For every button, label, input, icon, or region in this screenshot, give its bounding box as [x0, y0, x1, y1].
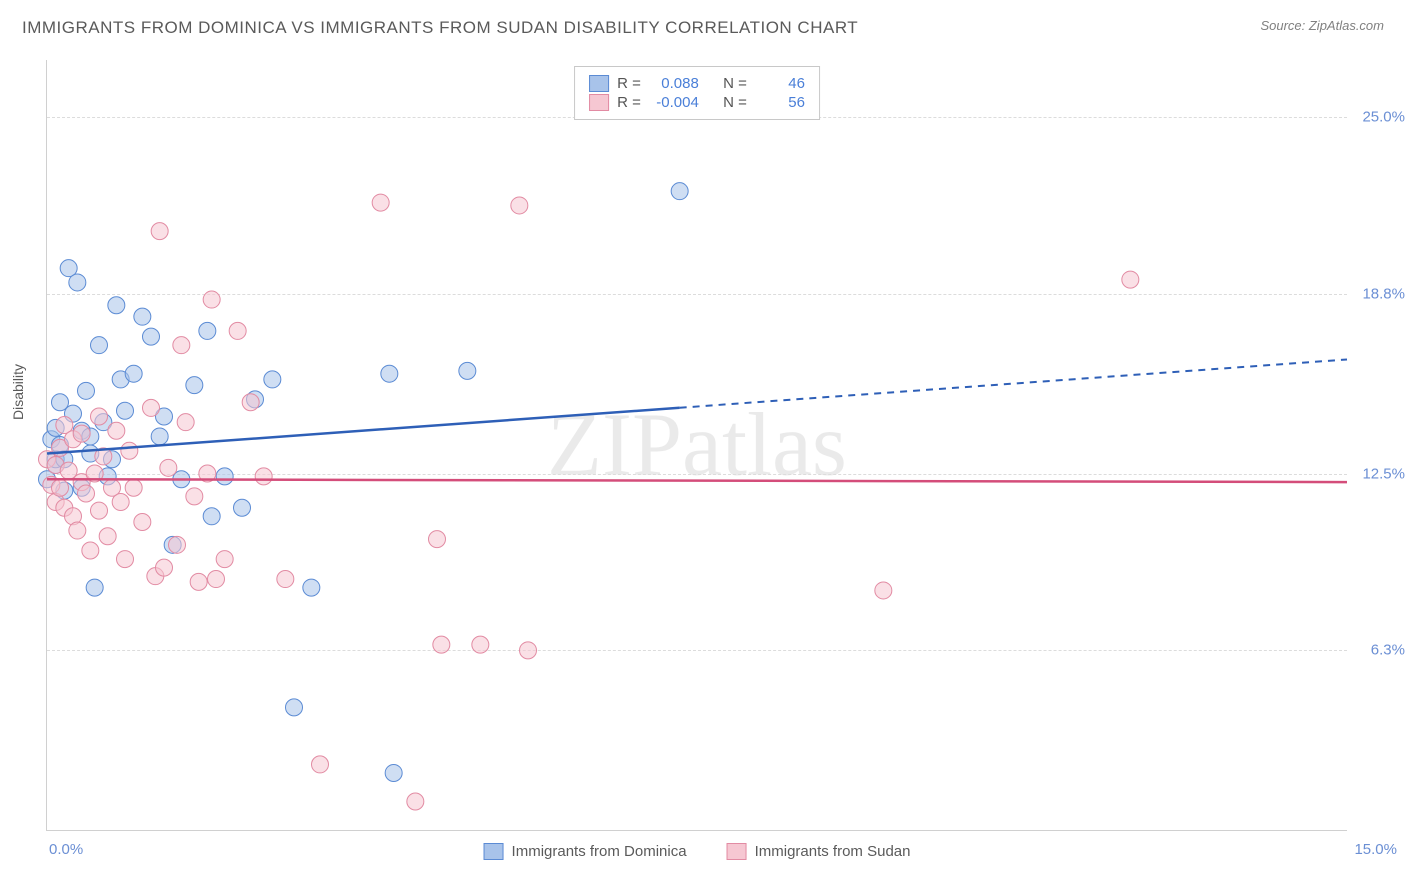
source-value: ZipAtlas.com	[1309, 18, 1384, 33]
y-tick-label: 6.3%	[1371, 642, 1405, 659]
scatter-point	[312, 756, 329, 773]
n-value-sudan: 56	[755, 94, 805, 111]
scatter-point	[134, 514, 151, 531]
regression-line	[47, 408, 680, 454]
scatter-point	[234, 499, 251, 516]
scatter-point	[216, 551, 233, 568]
scatter-point	[286, 699, 303, 716]
scatter-point	[134, 308, 151, 325]
legend-label-dominica: Immigrants from Dominica	[512, 843, 687, 860]
scatter-point	[78, 485, 95, 502]
scatter-point	[459, 362, 476, 379]
scatter-point	[372, 194, 389, 211]
scatter-point	[229, 322, 246, 339]
swatch-sudan	[589, 94, 609, 111]
regression-line	[47, 479, 1347, 482]
scatter-point	[91, 337, 108, 354]
scatter-point	[82, 542, 99, 559]
scatter-point	[151, 223, 168, 240]
n-label: N =	[723, 75, 747, 92]
source-prefix: Source:	[1260, 18, 1308, 33]
scatter-point	[303, 579, 320, 596]
scatter-point	[407, 793, 424, 810]
r-label: R =	[617, 75, 641, 92]
stats-row-sudan: R = -0.004 N = 56	[589, 94, 805, 111]
scatter-point	[143, 328, 160, 345]
source-label: Source: ZipAtlas.com	[1260, 18, 1384, 33]
y-tick-label: 25.0%	[1362, 109, 1405, 126]
scatter-point	[242, 394, 259, 411]
scatter-point	[381, 365, 398, 382]
scatter-point	[255, 468, 272, 485]
scatter-point	[121, 442, 138, 459]
n-value-dominica: 46	[755, 75, 805, 92]
legend-label-sudan: Immigrants from Sudan	[755, 843, 911, 860]
y-tick-label: 12.5%	[1362, 465, 1405, 482]
scatter-point	[143, 399, 160, 416]
scatter-point	[177, 414, 194, 431]
scatter-point	[156, 559, 173, 576]
scatter-point	[99, 528, 116, 545]
x-tick-label: 0.0%	[49, 841, 83, 858]
scatter-point	[52, 479, 69, 496]
r-value-dominica: 0.088	[649, 75, 699, 92]
scatter-point	[208, 571, 225, 588]
y-axis-title: Disability	[10, 364, 26, 420]
legend-swatch-sudan	[727, 843, 747, 860]
stats-box: R = 0.088 N = 46 R = -0.004 N = 56	[574, 66, 820, 120]
scatter-point	[173, 337, 190, 354]
scatter-point	[125, 479, 142, 496]
scatter-point	[151, 428, 168, 445]
scatter-point	[91, 502, 108, 519]
legend: Immigrants from Dominica Immigrants from…	[484, 843, 911, 860]
scatter-point	[472, 636, 489, 653]
scatter-point	[186, 488, 203, 505]
scatter-point	[199, 322, 216, 339]
scatter-point	[73, 425, 90, 442]
chart-title: IMMIGRANTS FROM DOMINICA VS IMMIGRANTS F…	[22, 18, 858, 38]
scatter-point	[108, 422, 125, 439]
scatter-point	[875, 582, 892, 599]
regression-line-extrapolated	[680, 359, 1347, 407]
scatter-point	[86, 579, 103, 596]
r-label: R =	[617, 94, 641, 111]
scatter-point	[264, 371, 281, 388]
scatter-point	[190, 573, 207, 590]
y-tick-label: 18.8%	[1362, 285, 1405, 302]
scatter-point	[117, 402, 134, 419]
scatter-svg	[47, 60, 1347, 830]
scatter-point	[511, 197, 528, 214]
x-tick-label: 15.0%	[1354, 841, 1397, 858]
scatter-point	[125, 365, 142, 382]
r-value-sudan: -0.004	[649, 94, 699, 111]
scatter-point	[69, 522, 86, 539]
legend-item-dominica: Immigrants from Dominica	[484, 843, 687, 860]
scatter-point	[216, 468, 233, 485]
scatter-point	[69, 274, 86, 291]
scatter-point	[203, 291, 220, 308]
scatter-point	[112, 494, 129, 511]
legend-swatch-dominica	[484, 843, 504, 860]
scatter-point	[117, 551, 134, 568]
scatter-point	[203, 508, 220, 525]
scatter-point	[1122, 271, 1139, 288]
scatter-point	[91, 408, 108, 425]
scatter-point	[78, 382, 95, 399]
scatter-point	[169, 536, 186, 553]
scatter-point	[671, 183, 688, 200]
plot-area: ZIPatlas 6.3%12.5%18.8%25.0%0.0%15.0% R …	[46, 60, 1347, 831]
stats-row-dominica: R = 0.088 N = 46	[589, 75, 805, 92]
swatch-dominica	[589, 75, 609, 92]
n-label: N =	[723, 94, 747, 111]
scatter-point	[520, 642, 537, 659]
legend-item-sudan: Immigrants from Sudan	[727, 843, 911, 860]
scatter-point	[160, 459, 177, 476]
scatter-point	[385, 764, 402, 781]
scatter-point	[277, 571, 294, 588]
scatter-point	[186, 377, 203, 394]
scatter-point	[429, 531, 446, 548]
scatter-point	[108, 297, 125, 314]
scatter-point	[433, 636, 450, 653]
